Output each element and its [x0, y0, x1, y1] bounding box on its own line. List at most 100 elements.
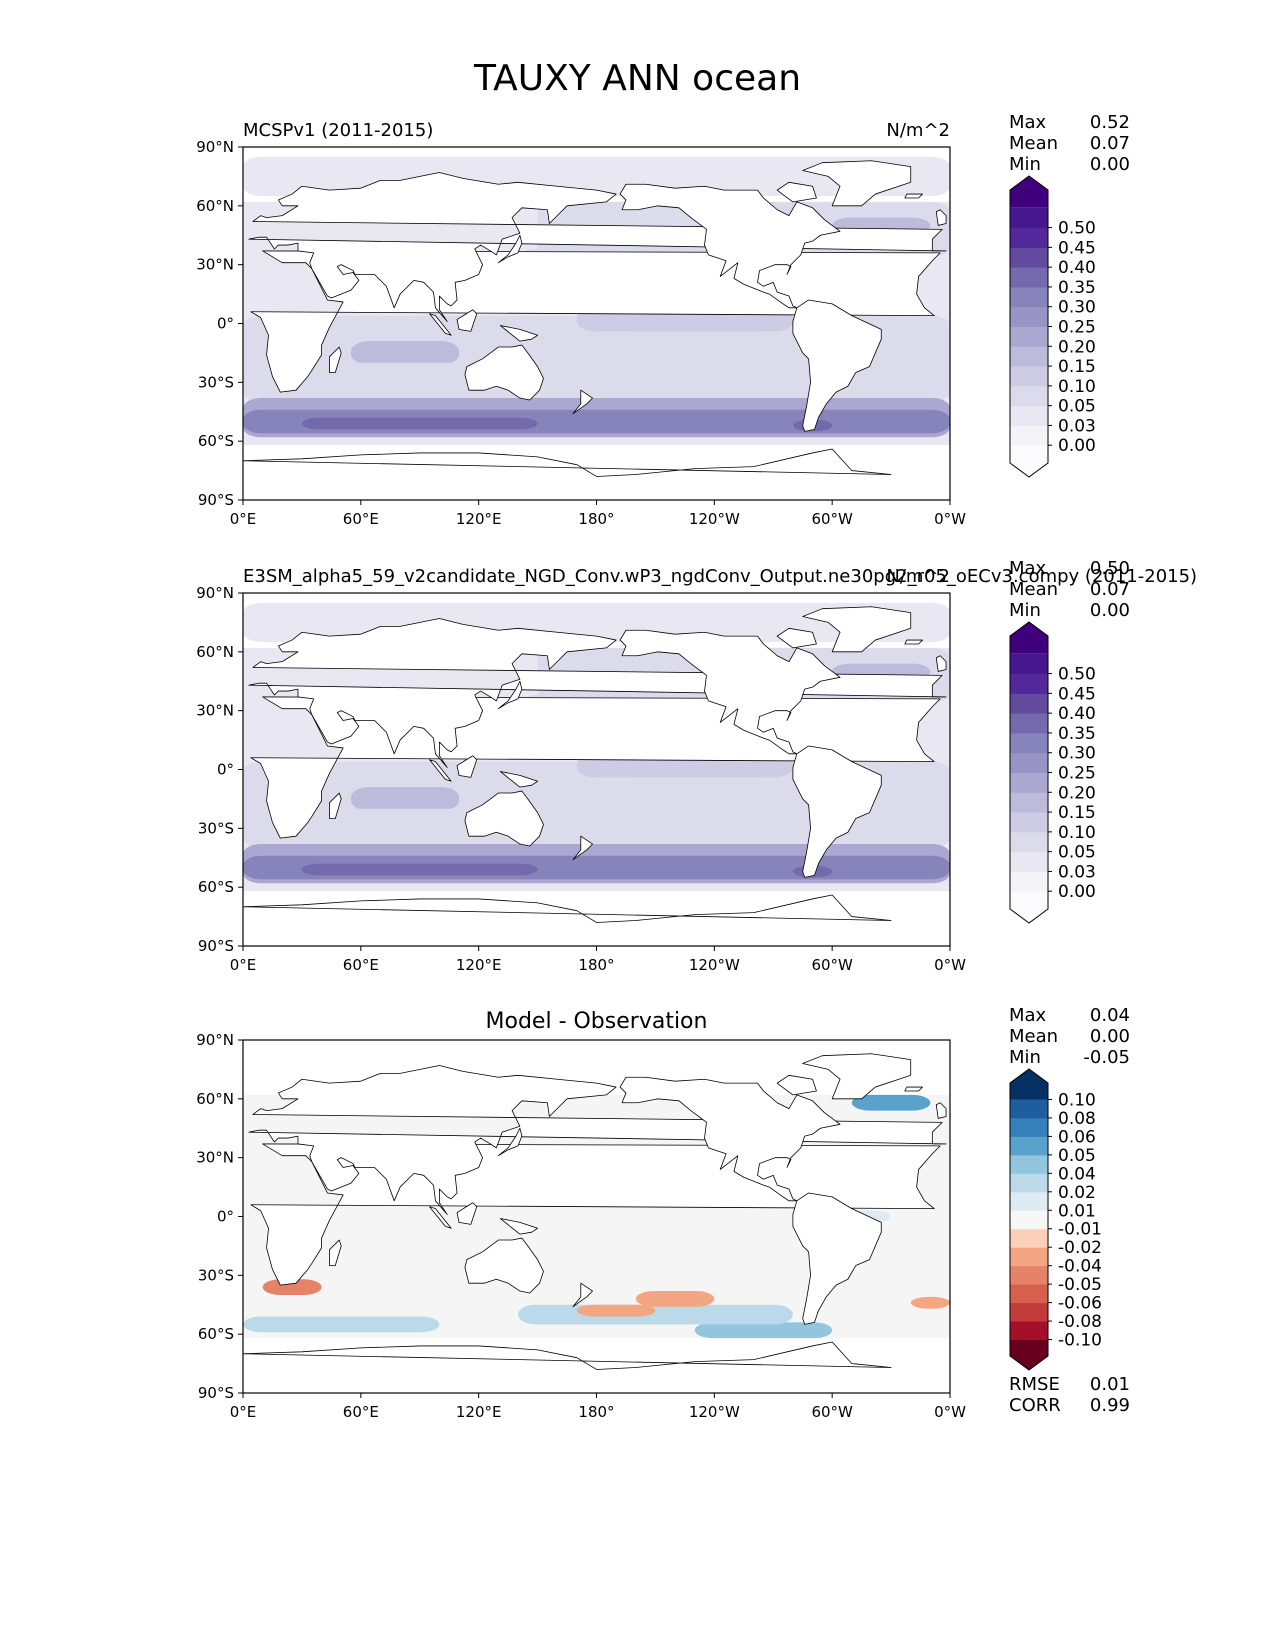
- stress-band: [351, 341, 460, 365]
- stress-band: [301, 417, 538, 430]
- colorbar-cap-min: [1010, 1339, 1048, 1370]
- colorbar-swatch: [1010, 227, 1048, 248]
- colorbar-label: 0.05: [1058, 1146, 1096, 1166]
- colorbar-label: 0.45: [1058, 238, 1096, 258]
- x-tick-label: 0°W: [934, 510, 966, 528]
- land-outline: [499, 771, 538, 788]
- stress-band: [243, 362, 950, 402]
- y-tick-label: 60°S: [198, 878, 234, 896]
- map-panel-test: 0°E 60°E 120°E 180° 120°W 60°W 0°W 90°N 60°N 30°N…: [196, 558, 1197, 974]
- colorbar-label: 0.30: [1058, 298, 1096, 318]
- y-tick-label: 60°N: [196, 197, 234, 215]
- colorbar-cap-max: [1010, 176, 1048, 208]
- y-tick-label: 90°S: [198, 491, 234, 509]
- map-field-reference: [243, 156, 950, 500]
- colorbar-swatch: [1010, 1302, 1048, 1322]
- colorbar-swatch: [1010, 693, 1048, 714]
- colorbar-cap-max: [1010, 1069, 1048, 1100]
- stress-band: [243, 1316, 440, 1333]
- colorbar-label: 0.45: [1058, 684, 1096, 704]
- stat-label: Max: [1009, 112, 1047, 133]
- colorbar-swatch: [1010, 1247, 1048, 1267]
- map-field-test: [243, 602, 950, 946]
- metric-label: CORR: [1009, 1395, 1061, 1416]
- land-outline: [619, 183, 841, 309]
- stat-value: 0.00: [1090, 600, 1130, 621]
- x-tick-label: 120°W: [689, 1403, 740, 1421]
- stress-band: [635, 1291, 715, 1307]
- colorbar-swatch: [1010, 673, 1048, 694]
- x-tick-label: 180°: [578, 510, 614, 528]
- stress-band: [243, 808, 950, 848]
- stat-value: 0.50: [1090, 558, 1130, 579]
- y-tick-label: 0°: [217, 1208, 234, 1226]
- land-outline: [243, 448, 892, 500]
- colorbar-outline: [1009, 1068, 1049, 1371]
- colorbar-swatch: [1010, 425, 1048, 446]
- colorbar-label: 0.03: [1058, 862, 1096, 882]
- land-outline: [464, 790, 544, 847]
- x-tick-label: 0°E: [230, 1403, 257, 1421]
- stress-band: [694, 1322, 833, 1339]
- land-outline: [776, 181, 817, 203]
- colorbar-outline: [1009, 175, 1049, 478]
- land-outline: [248, 172, 947, 322]
- y-tick-label: 0°: [217, 761, 234, 779]
- colorbar-swatch: [1010, 772, 1048, 793]
- stress-band: [301, 863, 538, 876]
- x-tick-label: 60°E: [343, 510, 379, 528]
- y-tick-label: 90°N: [196, 138, 234, 156]
- y-tick-label: 90°S: [198, 937, 234, 955]
- x-tick-label: 60°W: [811, 956, 853, 974]
- stress-band: [517, 1304, 793, 1325]
- land-outline: [619, 629, 841, 755]
- y-tick-label: 60°N: [196, 1090, 234, 1108]
- stat-label: Mean: [1009, 579, 1058, 600]
- land-outline: [243, 1341, 892, 1393]
- land-outline: [248, 1065, 947, 1215]
- colorbar-swatch: [1010, 1210, 1048, 1230]
- colorbar-label: 0.10: [1058, 1090, 1096, 1110]
- stat-value: 0.00: [1090, 154, 1130, 175]
- y-tick-label: 30°S: [198, 1266, 234, 1284]
- land-outline: [497, 680, 523, 710]
- x-tick-label: 60°E: [343, 1403, 379, 1421]
- colorbar-label: -0.08: [1058, 1312, 1102, 1332]
- stress-band: [262, 1279, 322, 1295]
- stress-band: [851, 1094, 931, 1111]
- colorbar-cap-max: [1010, 622, 1048, 654]
- x-tick-label: 60°W: [811, 1403, 853, 1421]
- land-outline: [429, 1206, 452, 1229]
- colorbar-label: 0.00: [1058, 882, 1096, 902]
- stress-band: [910, 1296, 950, 1309]
- colorbar-label: -0.10: [1058, 1331, 1102, 1351]
- figure-title: TAUXY ANN ocean: [473, 58, 802, 99]
- x-tick-label: 60°E: [343, 956, 379, 974]
- land-outline: [248, 618, 947, 768]
- colorbar-label: -0.02: [1058, 1238, 1102, 1258]
- stat-label: Mean: [1009, 1026, 1058, 1047]
- land-outline: [329, 792, 342, 819]
- colorbar-swatch: [1010, 267, 1048, 288]
- land-outline: [802, 160, 912, 207]
- map-field-diff: [243, 1053, 950, 1393]
- stat-label: Min: [1009, 1047, 1041, 1068]
- land-outline: [499, 1218, 538, 1235]
- panel-units: N/m^2: [886, 120, 950, 141]
- colorbar-swatch: [1010, 1173, 1048, 1193]
- stat-value: 0.07: [1090, 579, 1130, 600]
- colorbar-label: 0.35: [1058, 724, 1096, 744]
- land-outline: [456, 309, 478, 332]
- colorbar-swatch: [1010, 1117, 1048, 1137]
- map-panel-diff: 0°E 60°E 120°E 180° 120°W 60°W 0°W 90°N 60°N 30°N…: [196, 1005, 1130, 1421]
- land-outline: [935, 655, 947, 672]
- land-outline: [792, 1192, 882, 1325]
- colorbar-swatch: [1010, 1284, 1048, 1304]
- colorbar-label: 0.15: [1058, 357, 1096, 377]
- x-tick-label: 120°W: [689, 956, 740, 974]
- colorbar-label: 0.08: [1058, 1109, 1096, 1129]
- colorbar-label: 0.20: [1058, 337, 1096, 357]
- land-outline: [497, 234, 523, 264]
- colorbar-swatch: [1010, 326, 1048, 347]
